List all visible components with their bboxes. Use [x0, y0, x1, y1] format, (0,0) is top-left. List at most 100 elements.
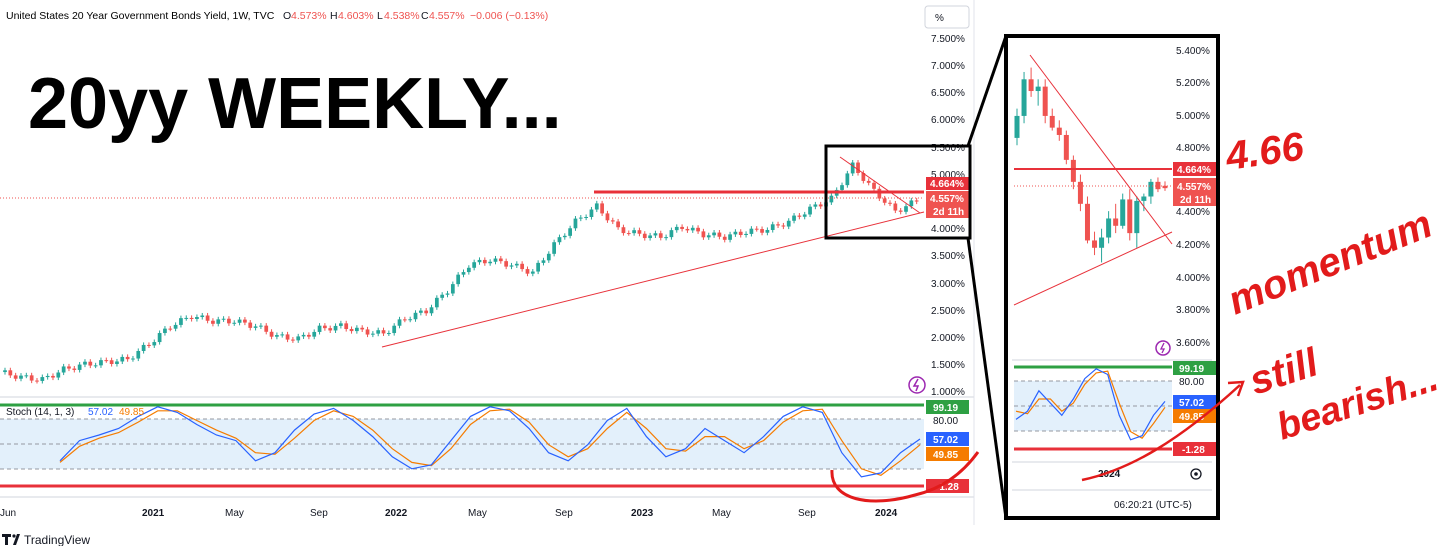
y-tick: 1.000% [931, 387, 965, 398]
candle-body [35, 380, 39, 382]
main-price-plot[interactable] [3, 159, 919, 384]
main-x-axis[interactable]: Jun 2021 May Sep 2022 May Sep 2023 May S… [0, 496, 974, 519]
zoom-panel-frame [1004, 34, 1220, 520]
candle-body [477, 259, 482, 263]
candle-body [275, 335, 279, 337]
tradingview-logo[interactable]: TradingView [2, 533, 90, 546]
candle-body [450, 284, 455, 294]
candle-body [877, 188, 882, 199]
settings-gear-icon[interactable] [1190, 468, 1202, 480]
candle-body [690, 227, 695, 231]
resistance-price-label: 4.664% [930, 179, 964, 190]
candle-body [669, 230, 674, 238]
candle-body [136, 350, 141, 359]
zoom-stoch-upper-tag [1173, 361, 1216, 375]
candle-body [733, 231, 738, 235]
candle-body [355, 327, 359, 332]
support-trendline [381, 211, 925, 348]
main-chart[interactable]: United States 20 Year Government Bonds Y… [0, 0, 975, 525]
candle-body [861, 173, 866, 181]
candle-body [418, 310, 423, 313]
candle-body [56, 372, 61, 378]
candle-body [696, 227, 700, 232]
zoom-down-trendline [1029, 54, 1173, 245]
unit-button[interactable] [924, 5, 970, 29]
candle-body [856, 162, 860, 174]
stoch-pane[interactable]: Stoch (14, 1, 3) 57.02 49.85 99.19 80.00… [0, 396, 974, 493]
candle-body [872, 182, 876, 189]
zoom-alert-icon[interactable] [1155, 340, 1171, 356]
zoom-last-label: 4.557% [1177, 182, 1211, 193]
zoom-x-tick: 2024 [1098, 469, 1121, 480]
tv-logo-slash [13, 534, 20, 545]
zoom-support-trendline [1013, 231, 1173, 306]
candle-body [829, 195, 834, 203]
candle-body [738, 231, 743, 236]
zoom-panel[interactable]: 5.400% 5.200% 5.000% 4.800% 4.400% 4.200… [1004, 34, 1220, 520]
candle-body [525, 269, 530, 274]
candle-body [83, 361, 87, 365]
zoom-candle-body [1084, 203, 1090, 241]
candle-body [109, 360, 114, 364]
candle-body [557, 237, 562, 243]
lightning-icon [912, 378, 920, 392]
candle-body [179, 318, 183, 325]
candle-body [301, 334, 306, 337]
candle-body [163, 328, 167, 334]
candle-body [429, 307, 434, 314]
candle-body [850, 162, 855, 174]
candle-body [397, 319, 402, 326]
zoom-lightning-icon [1159, 342, 1166, 354]
zoom-candle-body [1063, 134, 1069, 160]
candle-body [312, 331, 317, 337]
candle-body [520, 263, 525, 270]
candle-body [13, 375, 18, 379]
candle-body [147, 344, 151, 346]
ohlc-readout: O 4.573% H 4.603% L 4.538% C 4.557% −0.0… [283, 10, 548, 22]
y-tick: 6.000% [931, 115, 965, 126]
open-value: 4.573% [291, 10, 327, 22]
candle-body [72, 368, 77, 370]
candle-body [680, 226, 684, 229]
zoom-candles[interactable] [1014, 67, 1168, 263]
candle-body [77, 364, 82, 370]
candle-body [701, 231, 706, 238]
annotation-arrow-shaft [1081, 384, 1241, 482]
last-price-tag [926, 191, 969, 218]
tv-logo-dot [12, 534, 16, 538]
resistance-price-tag [926, 177, 969, 190]
zoom-clock: 06:20:21 (UTC-5) [1114, 500, 1192, 511]
candle-body [360, 327, 365, 330]
zoom-y-tick: 5.400% [1176, 46, 1210, 57]
candle-body [760, 229, 764, 233]
zoom-y-axis[interactable]: 5.400% 5.200% 5.000% 4.800% 4.400% 4.200… [1176, 46, 1210, 349]
candle-body [637, 230, 642, 234]
zoom-stoch-k-label: 57.02 [1179, 398, 1204, 409]
low-value: 4.538% [384, 10, 420, 22]
candle-body [264, 325, 269, 332]
zoom-y-tick: 4.000% [1176, 273, 1210, 284]
y-tick: 4.000% [931, 224, 965, 235]
candle-body [802, 214, 807, 217]
x-tick: 2022 [385, 508, 408, 519]
zoom-connector-top [966, 35, 1008, 147]
candle-body [323, 325, 327, 329]
candle-body [120, 356, 125, 362]
candle-body [269, 331, 274, 337]
zoom-candle-body [1021, 79, 1027, 116]
stoch-label: Stoch (14, 1, 3) [6, 407, 74, 418]
candle-body [445, 293, 450, 295]
candle-body [168, 328, 173, 330]
main-y-axis[interactable]: 7.500% 7.000% 6.500% 6.000% 5.500% 5.000… [931, 34, 965, 398]
candle-body [216, 319, 221, 324]
alert-icon[interactable] [908, 376, 926, 394]
candle-body [594, 203, 599, 210]
stoch-series [59, 406, 921, 478]
candle-body [706, 235, 711, 238]
candle-body [674, 226, 679, 231]
zoom-candle-body [1141, 196, 1147, 201]
candle-body [845, 173, 850, 186]
candle-body [157, 333, 162, 343]
candle-body [402, 319, 407, 321]
x-tick: May [468, 508, 487, 519]
